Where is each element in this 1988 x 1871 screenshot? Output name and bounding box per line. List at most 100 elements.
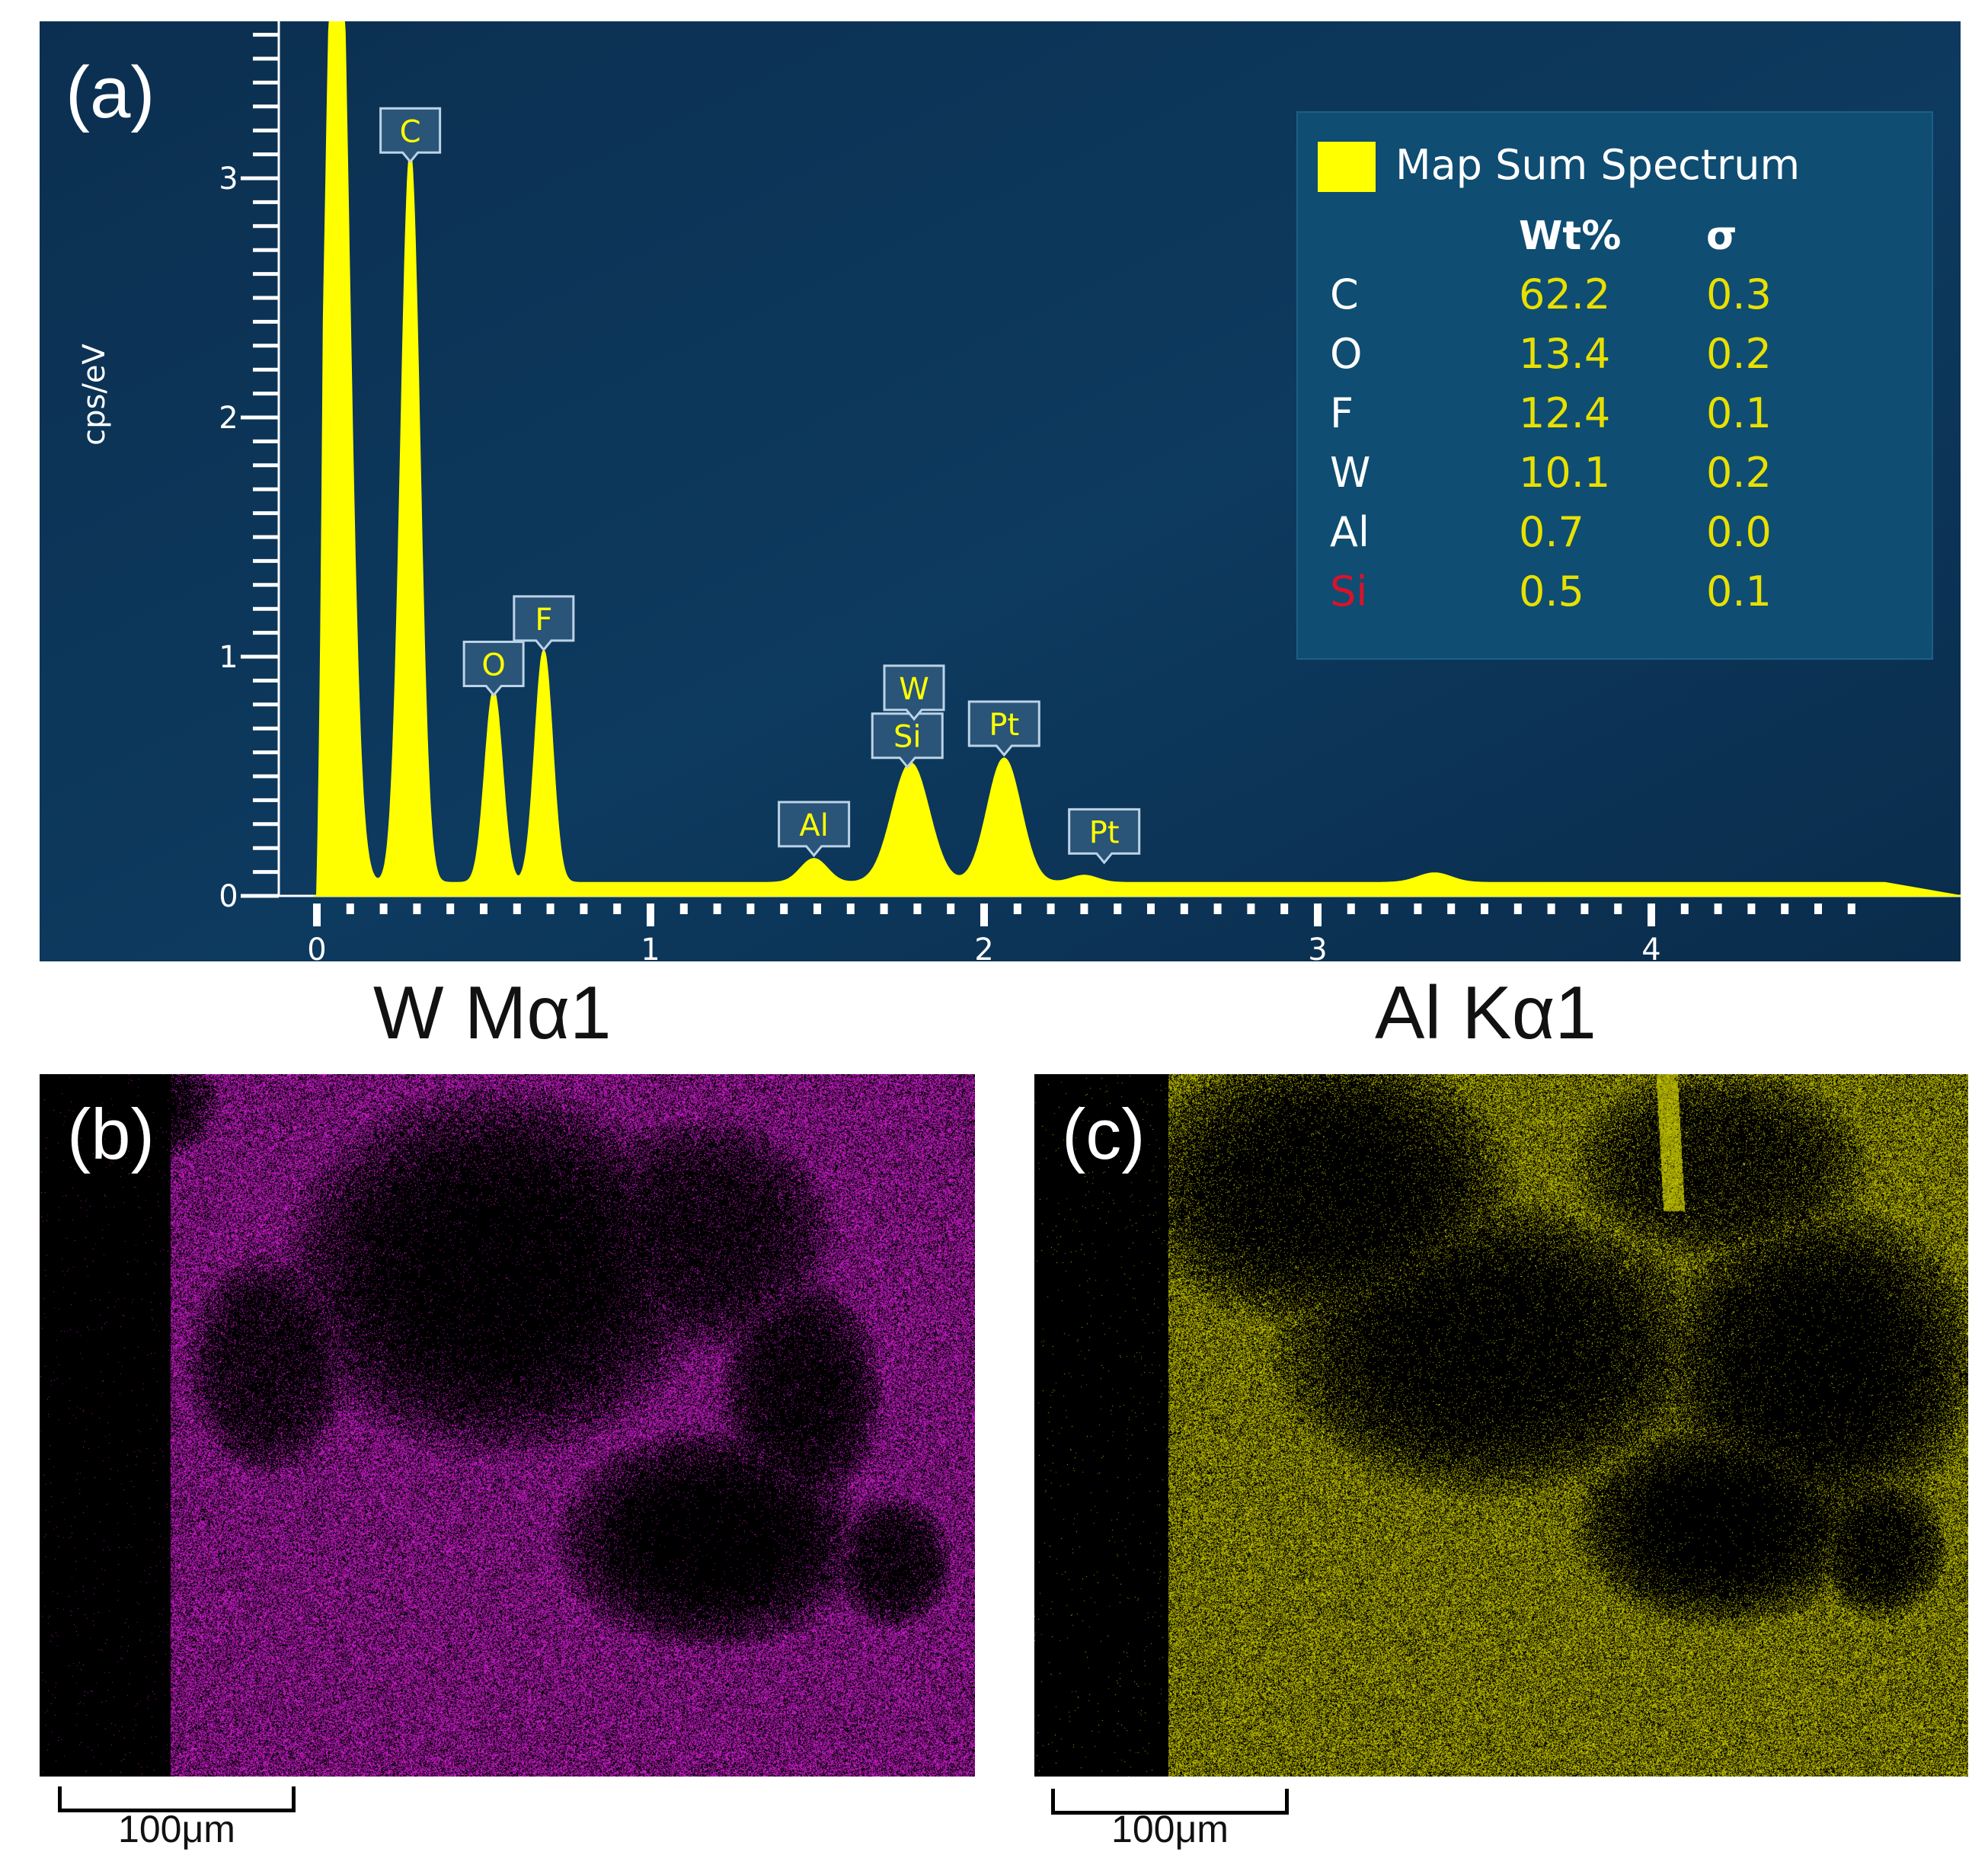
legend-element: Al — [1330, 508, 1370, 556]
x-tick-mark — [780, 904, 788, 914]
x-tick-mark — [1580, 904, 1589, 914]
legend-sigma-value: 0.0 — [1706, 508, 1772, 556]
y-axis: 0 1 2 3 — [219, 21, 280, 914]
y-tick-label: 0 — [219, 879, 238, 914]
x-tick-mark — [980, 904, 988, 926]
panel-label-a: (a) — [66, 52, 155, 133]
x-tick-mark — [813, 904, 821, 914]
x-tick-mark — [1680, 904, 1689, 914]
x-tick-mark — [1781, 904, 1789, 914]
legend: Map Sum Spectrum Wt% σ C 62.2 0.3 O 13.4 0.2 F… — [1296, 111, 1933, 660]
x-tick-mark — [413, 904, 421, 914]
legend-element: Si — [1330, 568, 1368, 616]
x-tick-mark — [1380, 904, 1389, 914]
scalebar-label-c: 100μm — [1111, 1808, 1229, 1850]
x-tick-mark — [1013, 904, 1021, 914]
peak-label-text: F — [535, 603, 552, 638]
peak-label-pt: Pt — [967, 700, 1040, 757]
map-title-w: W Mα1 — [373, 971, 612, 1054]
legend-sigma-value: 0.1 — [1706, 568, 1772, 616]
legend-wt-value: 0.7 — [1519, 508, 1584, 556]
x-tick-mark — [846, 904, 855, 914]
x-tick-mark — [480, 904, 487, 914]
x-tick-mark — [1847, 904, 1855, 914]
legend-sigma-value: 0.1 — [1706, 389, 1772, 437]
x-tick-mark — [1648, 904, 1655, 926]
legend-row-si: Si 0.5 0.1 — [1298, 571, 1932, 625]
legend-swatch — [1318, 142, 1376, 192]
peak-labels: C OF Al Si W Pt Pt — [379, 107, 1141, 865]
legend-row-al: Al 0.7 0.0 — [1298, 512, 1932, 565]
x-tick-mark — [1080, 904, 1088, 914]
legend-wt-value: 62.2 — [1519, 270, 1611, 318]
legend-element: W — [1330, 449, 1371, 497]
x-tick-mark — [1481, 904, 1488, 914]
x-tick-mark — [1747, 904, 1756, 914]
x-tick-mark — [1513, 904, 1522, 914]
x-tick-mark — [1314, 904, 1322, 926]
x-tick-mark — [1414, 904, 1422, 914]
x-tick-label: 1 — [641, 932, 660, 961]
x-tick-mark — [1447, 904, 1456, 914]
scalebar-label-b: 100μm — [118, 1808, 235, 1850]
legend-wt-value: 0.5 — [1519, 568, 1584, 616]
x-tick-mark — [679, 904, 688, 914]
element-map-w — [40, 1074, 975, 1777]
peak-label-box — [513, 595, 575, 652]
x-tick-mark — [1247, 904, 1255, 914]
peak-label-box — [1068, 808, 1141, 865]
legend-row-w: W 10.1 0.2 — [1298, 453, 1932, 506]
legend-element: C — [1330, 270, 1359, 318]
peak-label-al: Al — [778, 801, 851, 858]
peak-label-text: O — [481, 648, 505, 683]
element-map-al — [1034, 1074, 1968, 1777]
panel-label-b: (b) — [67, 1094, 155, 1174]
x-tick-mark — [947, 904, 955, 914]
peak-label-text: C — [400, 114, 421, 149]
x-tick-mark — [1280, 904, 1289, 914]
x-tick-label: 0 — [307, 932, 326, 961]
y-tick-label: 1 — [219, 640, 238, 675]
peak-label-si: Si — [871, 712, 944, 769]
legend-header-wt: Wt% — [1519, 213, 1622, 259]
legend-wt-value: 12.4 — [1519, 389, 1611, 437]
peak-label-box — [379, 107, 442, 164]
x-tick-label: 2 — [974, 932, 993, 961]
peak-label-c: C — [379, 107, 442, 164]
legend-wt-value: 10.1 — [1519, 449, 1611, 497]
legend-element: F — [1330, 389, 1354, 437]
peak-label-box — [778, 801, 851, 858]
legend-title: Map Sum Spectrum — [1395, 141, 1801, 189]
peak-label-box — [967, 700, 1040, 757]
x-tick-mark — [513, 904, 521, 914]
x-tick-label: 3 — [1308, 932, 1327, 961]
legend-wt-value: 13.4 — [1519, 330, 1611, 378]
x-tick-mark — [1614, 904, 1622, 914]
peak-label-text: Si — [893, 720, 922, 755]
x-tick-mark — [1147, 904, 1155, 914]
y-tick-label: 3 — [219, 162, 238, 197]
x-tick-mark — [913, 904, 922, 914]
y-tick-label: 2 — [219, 401, 238, 436]
x-tick-mark — [446, 904, 455, 914]
map-title-al: Al Kα1 — [1375, 971, 1596, 1054]
x-tick-label: 4 — [1641, 932, 1660, 961]
x-tick-mark — [379, 904, 388, 914]
peak-label-text: Pt — [989, 708, 1019, 743]
spectrum-series — [313, 21, 1961, 897]
x-tick-mark — [613, 904, 622, 914]
y-axis-label: cps/eV — [77, 344, 112, 446]
peak-label-text: Pt — [1089, 815, 1120, 850]
x-tick-mark — [1814, 904, 1822, 914]
x-tick-mark — [346, 904, 354, 914]
x-tick-mark — [746, 904, 755, 914]
panel-label-c: (c) — [1062, 1094, 1146, 1174]
x-tick-mark — [1047, 904, 1055, 914]
peak-label-box — [883, 664, 945, 721]
peak-label-pt: Pt — [1068, 808, 1141, 865]
peak-label-box — [871, 712, 944, 769]
peak-label-w: W — [883, 664, 945, 721]
legend-element: O — [1330, 330, 1363, 378]
x-tick-mark — [546, 904, 555, 914]
x-tick-mark — [1213, 904, 1222, 914]
